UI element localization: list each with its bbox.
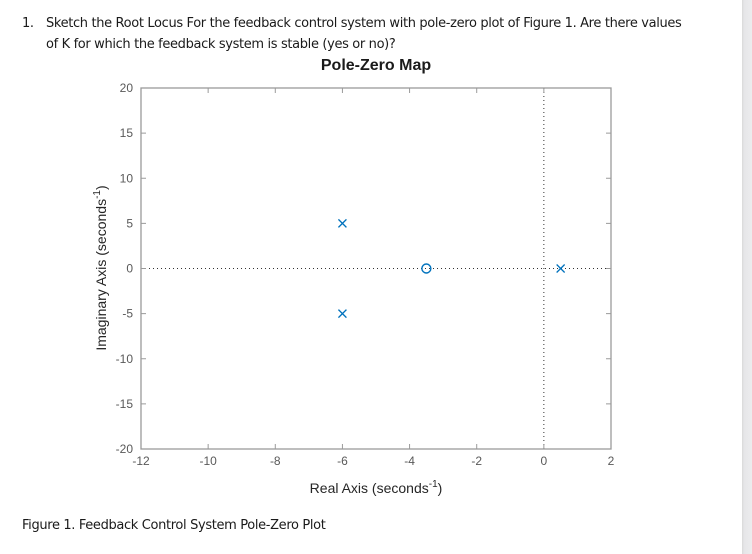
axes-box	[140, 87, 612, 450]
y-tick-label: 10	[120, 171, 134, 185]
pole-marker-icon	[337, 218, 347, 228]
y-tick-label: 5	[126, 216, 133, 230]
vertical-scrollbar[interactable]	[742, 0, 752, 554]
zero-marker-icon	[421, 263, 432, 274]
x-tick-label: -6	[337, 454, 348, 468]
pole-marker-icon	[337, 309, 347, 319]
x-tick-label: -4	[404, 454, 415, 468]
y-tick-label: 0	[126, 262, 133, 276]
question-number: 1.	[22, 16, 34, 31]
x-tick-label: -8	[270, 454, 281, 468]
y-tick-label: -15	[116, 397, 134, 411]
y-tick-label: -20	[116, 442, 134, 456]
y-tick-label: -5	[122, 307, 133, 321]
question-text: Sketch the Root Locus For the feedback c…	[46, 16, 682, 52]
figure-caption: Figure 1. Feedback Control System Pole-Z…	[22, 518, 326, 533]
x-tick-label: -2	[471, 454, 482, 468]
y-tick-label: 15	[120, 126, 134, 140]
x-tick-label: -10	[199, 454, 217, 468]
y-axis-label: Imaginary Axis (seconds-1)	[92, 185, 109, 350]
x-tick-label: 0	[541, 454, 548, 468]
chart-title: Pole-Zero Map	[320, 57, 432, 74]
plot-area	[140, 87, 612, 450]
x-tick-label: -12	[132, 454, 150, 468]
x-tick-label: 2	[608, 454, 615, 468]
y-tick-label: 20	[120, 81, 134, 95]
pole-marker-icon	[556, 264, 566, 273]
axis-ticks	[140, 87, 612, 450]
y-tick-label: -10	[116, 352, 134, 366]
x-axis-label: Real Axis (seconds-1)	[310, 479, 443, 496]
pole-zero-markers	[337, 218, 566, 319]
